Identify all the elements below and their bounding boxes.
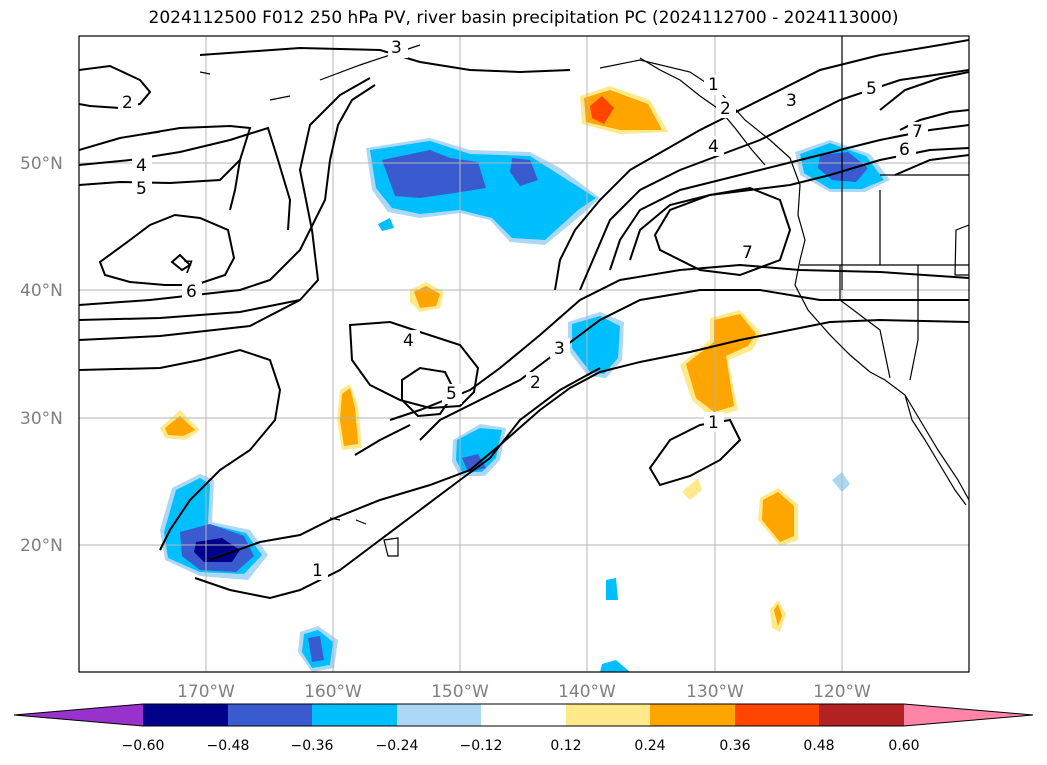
colorbar-segment [481,704,566,726]
colorbar-segment [312,704,397,726]
positive-precip-region [762,492,794,542]
colorbar-tick: 0.24 [634,738,665,754]
contour-label: 2 [530,373,541,393]
contour-label: 5 [136,179,147,199]
positive-precip-region [165,416,195,436]
colorbar-outline [13,703,1034,727]
map-area: 2 4 5 6 3 4 5 3 2 1 1 1 2 4 [79,36,969,672]
lon-tick: 130°W [686,682,744,702]
map-frame [78,35,970,673]
colorbar-segment [819,704,904,726]
colorbar-tick: −0.24 [376,738,419,754]
lon-tick: 140°W [558,682,616,702]
colorbar-tick: 0.12 [550,738,581,754]
contour-label: 4 [403,331,414,351]
contour-label: 7 [183,258,194,278]
contour-label: 5 [866,79,877,99]
lon-tick-labels: 170°W 160°W 150°W 140°W 130°W 120°W [177,682,871,702]
contour-label: 7 [742,243,753,263]
colorbar-segment [650,704,735,726]
positive-precip-region [340,388,358,446]
contour-label: 4 [708,137,719,157]
positive-precip-region [682,478,702,500]
colorbar-segment [566,704,650,726]
contour-label: 3 [786,91,797,111]
contour-label: 7 [912,122,923,142]
contour-label: 2 [122,93,133,113]
figure-title: 2024112500 F012 250 hPa PV, river basin … [148,8,899,28]
colorbar-tick: 0.36 [719,738,750,754]
contour-label: 6 [899,140,910,160]
colorbar-tick: −0.36 [291,738,334,754]
colorbar-extend-max [904,704,1033,726]
lon-tick: 120°W [813,682,871,702]
lat-tick: 40°N [20,281,63,301]
negative-precip-region [308,636,324,662]
lat-tick: 30°N [20,409,63,429]
negative-precip-region [462,454,486,472]
positive-precip-region [414,286,440,308]
contour-label: 5 [446,384,457,404]
positive-precip-region [686,314,756,412]
colorbar-tick: −0.12 [460,738,503,754]
contour-label: 1 [708,413,719,433]
colorbar-ticks: −0.60 −0.48 −0.36 −0.24 −0.12 0.12 0.24 … [122,738,920,754]
contour-label: 6 [186,282,197,302]
colorbar-tick: 0.60 [888,738,919,754]
contour-label: 2 [720,99,731,119]
colorbar-extend-min [14,704,143,726]
colorbar-tick: 0.48 [803,738,834,754]
negative-precip-region [606,578,618,600]
lon-tick: 170°W [177,682,235,702]
positive-precip-region [590,96,614,124]
colorbar-segment [397,704,481,726]
positive-precip-region [774,604,782,626]
colorbar-segment [143,704,228,726]
lon-tick: 150°W [431,682,489,702]
colorbar-segment [735,704,819,726]
contour-label: 1 [708,75,719,95]
pv-contour-labels: 2 4 5 6 3 4 5 3 2 1 1 1 2 4 [118,38,928,581]
lat-tick: 50°N [20,154,63,174]
colorbar-tick: −0.48 [207,738,250,754]
colorbar-segment [228,704,312,726]
lat-tick: 20°N [20,536,63,556]
lat-tick-labels: 50°N 40°N 30°N 20°N [20,154,63,556]
contour-label: 3 [391,38,402,58]
colorbar-tick: −0.60 [122,738,165,754]
lon-tick: 160°W [304,682,362,702]
negative-precip-region [832,472,850,492]
contour-label: 3 [554,339,565,359]
negative-precip-region [572,316,620,374]
contour-label: 4 [136,156,147,176]
colorbar [13,703,1034,727]
negative-precip-region [510,158,538,186]
negative-precip-region [600,660,630,672]
negative-precip-region [378,218,394,231]
gridlines [79,36,969,672]
contour-label: 1 [312,561,323,581]
